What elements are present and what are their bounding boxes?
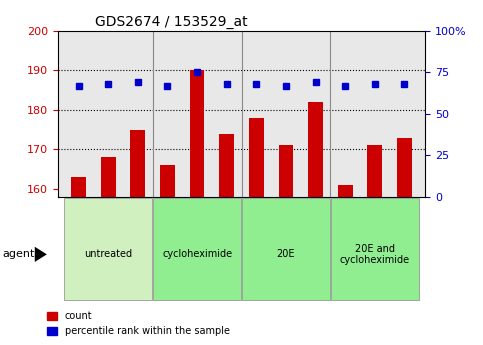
- Text: cycloheximide: cycloheximide: [162, 249, 232, 259]
- Text: 20E: 20E: [277, 249, 295, 259]
- Legend: count, percentile rank within the sample: count, percentile rank within the sample: [43, 307, 234, 340]
- Bar: [367, 145, 382, 345]
- Bar: [308, 102, 323, 345]
- Bar: [397, 138, 412, 345]
- Bar: [249, 118, 264, 345]
- Bar: [71, 177, 86, 345]
- Text: agent: agent: [2, 249, 35, 259]
- Text: untreated: untreated: [84, 249, 132, 259]
- Bar: [130, 130, 145, 345]
- Bar: [190, 70, 204, 345]
- Bar: [338, 185, 353, 345]
- Bar: [279, 145, 293, 345]
- Text: 20E and
cycloheximide: 20E and cycloheximide: [340, 244, 410, 265]
- Bar: [219, 134, 234, 345]
- Text: GDS2674 / 153529_at: GDS2674 / 153529_at: [95, 14, 247, 29]
- Bar: [101, 157, 116, 345]
- Bar: [160, 165, 175, 345]
